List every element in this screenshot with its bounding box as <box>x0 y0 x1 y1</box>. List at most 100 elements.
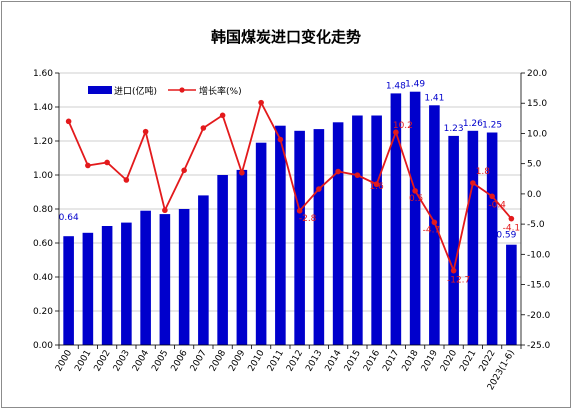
bar <box>159 214 171 345</box>
legend-line-marker <box>179 87 185 93</box>
right-axis-tick-label: 5.0 <box>527 160 542 170</box>
legend-bar-swatch <box>88 86 112 94</box>
bar-data-label: 1.48 <box>386 81 406 91</box>
right-axis-tick-label: 0.0 <box>527 190 542 200</box>
right-axis-tick-label: -25.0 <box>527 341 551 351</box>
bar <box>371 115 382 345</box>
right-axis-tick-label: -5.0 <box>527 220 545 230</box>
line-point <box>316 186 322 192</box>
x-axis-tick-label: 2011 <box>266 349 286 374</box>
line-point <box>296 208 303 214</box>
line-data-label: 0.5 <box>409 194 423 204</box>
legend-line-label: 增长率(%) <box>199 85 242 97</box>
line-point <box>162 207 168 214</box>
x-axis-tick-label: 2002 <box>93 349 113 374</box>
line-point <box>489 193 495 200</box>
line-data-label: -0.4 <box>488 200 506 210</box>
line-point <box>431 219 438 226</box>
bar <box>82 232 94 345</box>
bar <box>390 93 402 346</box>
left-axis-tick-label: 1.60 <box>33 69 53 79</box>
line-point <box>65 118 72 125</box>
x-axis-tick-label: 2007 <box>189 349 209 374</box>
x-axis-tick-label: 2010 <box>247 348 267 373</box>
bar <box>409 91 421 345</box>
line-series <box>65 99 515 274</box>
bar <box>255 142 267 345</box>
right-y-axis: -25.0 -20.0 -15.0 -10.0 -5.0 0.0 5.0 10.0 15.0 20… <box>520 69 551 351</box>
left-axis-tick-label: 1.40 <box>33 103 53 113</box>
x-axis-tick-label: 2008 <box>208 348 228 373</box>
line-point <box>258 99 264 106</box>
line-data-label: 1.6 <box>369 182 384 192</box>
right-axis-tick-label: 10.0 <box>527 129 547 139</box>
line-point <box>508 215 515 222</box>
line-data-label: -4.1 <box>503 224 521 234</box>
left-axis-tick-label: 0.00 <box>33 341 53 351</box>
x-axis-tick-label: 2013 <box>304 349 324 374</box>
right-axis-tick-label: -10.0 <box>527 250 551 260</box>
bar <box>121 222 132 345</box>
x-axis-tick-label: 2006 <box>170 348 190 373</box>
left-axis-tick-label: 0.40 <box>33 273 53 283</box>
bar <box>140 210 151 345</box>
line-point <box>277 136 284 143</box>
line-point <box>181 167 187 174</box>
bar <box>294 130 305 345</box>
bar <box>275 125 286 345</box>
bar-data-label: 1.49 <box>405 80 425 90</box>
bar <box>486 132 498 345</box>
line-data-label: 10.2 <box>393 121 413 131</box>
x-axis-tick-label: 2000 <box>54 348 74 373</box>
line-point <box>85 162 91 169</box>
line-point <box>412 188 418 194</box>
bar-data-label: 1.25 <box>482 121 502 131</box>
x-axis-tick-label: 2009 <box>227 348 247 373</box>
x-axis-tick-label: 2003 <box>112 349 132 374</box>
bar <box>332 122 344 345</box>
line-data-label: -4.7 <box>423 225 441 235</box>
x-axis: 2000 2001 2002 2003 2004 2005 2006 2007 2008 2009… <box>54 344 522 392</box>
line-data-label: 1.8 <box>476 167 491 177</box>
bar <box>506 244 517 345</box>
bar-data-label: 1.23 <box>444 124 464 134</box>
x-axis-tick-label: 2001 <box>73 349 93 374</box>
x-axis-tick-label: 2005 <box>150 349 170 374</box>
left-axis-tick-label: 0.20 <box>33 307 53 317</box>
x-axis-tick-label: 2018 <box>401 348 421 373</box>
line-point <box>354 172 361 178</box>
left-axis-tick-label: 0.60 <box>33 239 53 249</box>
x-axis-tick-label: 2016 <box>362 348 382 373</box>
line-point <box>104 159 110 166</box>
chart-title: 韩国煤炭进口变化走势 <box>211 28 361 46</box>
left-axis-tick-label: 0.80 <box>33 205 53 215</box>
right-axis-tick-label: 15.0 <box>527 99 547 109</box>
bar-data-label: 0.64 <box>59 213 79 223</box>
line-point <box>219 112 226 119</box>
line-point <box>450 267 457 274</box>
x-axis-tick-label: 2012 <box>285 349 305 374</box>
legend: 进口(亿吨) 增长率(%) <box>88 85 242 97</box>
bar <box>63 236 74 345</box>
line-data-labels: -2.8 1.6 10.2 0.5 -4.7 -12.7 1.8 -0.4 -4.1 <box>299 121 520 285</box>
bar <box>313 129 325 345</box>
right-axis-tick-label: 20.0 <box>527 69 547 79</box>
left-axis-tick-label: 1.20 <box>33 137 53 147</box>
legend-bar-label: 进口(亿吨) <box>114 85 157 97</box>
line-point <box>239 169 245 176</box>
x-axis-tick-label: 2014 <box>324 348 344 373</box>
bar <box>429 105 440 345</box>
bar <box>217 175 228 345</box>
bar <box>352 115 363 345</box>
bar-data-label: 1.26 <box>463 119 483 129</box>
bar <box>101 226 113 345</box>
line-point <box>123 177 130 183</box>
bar <box>467 130 479 345</box>
x-axis-tick-label: 2021 <box>458 349 478 374</box>
bar <box>198 195 209 345</box>
right-axis-tick-label: -15.0 <box>527 281 551 291</box>
line-data-label: -12.7 <box>447 276 470 286</box>
bar-data-label: 0.59 <box>496 231 516 241</box>
bar-data-labels: 0.64 1.48 1.49 1.41 1.231.26 1.25 0.59 <box>59 80 517 241</box>
